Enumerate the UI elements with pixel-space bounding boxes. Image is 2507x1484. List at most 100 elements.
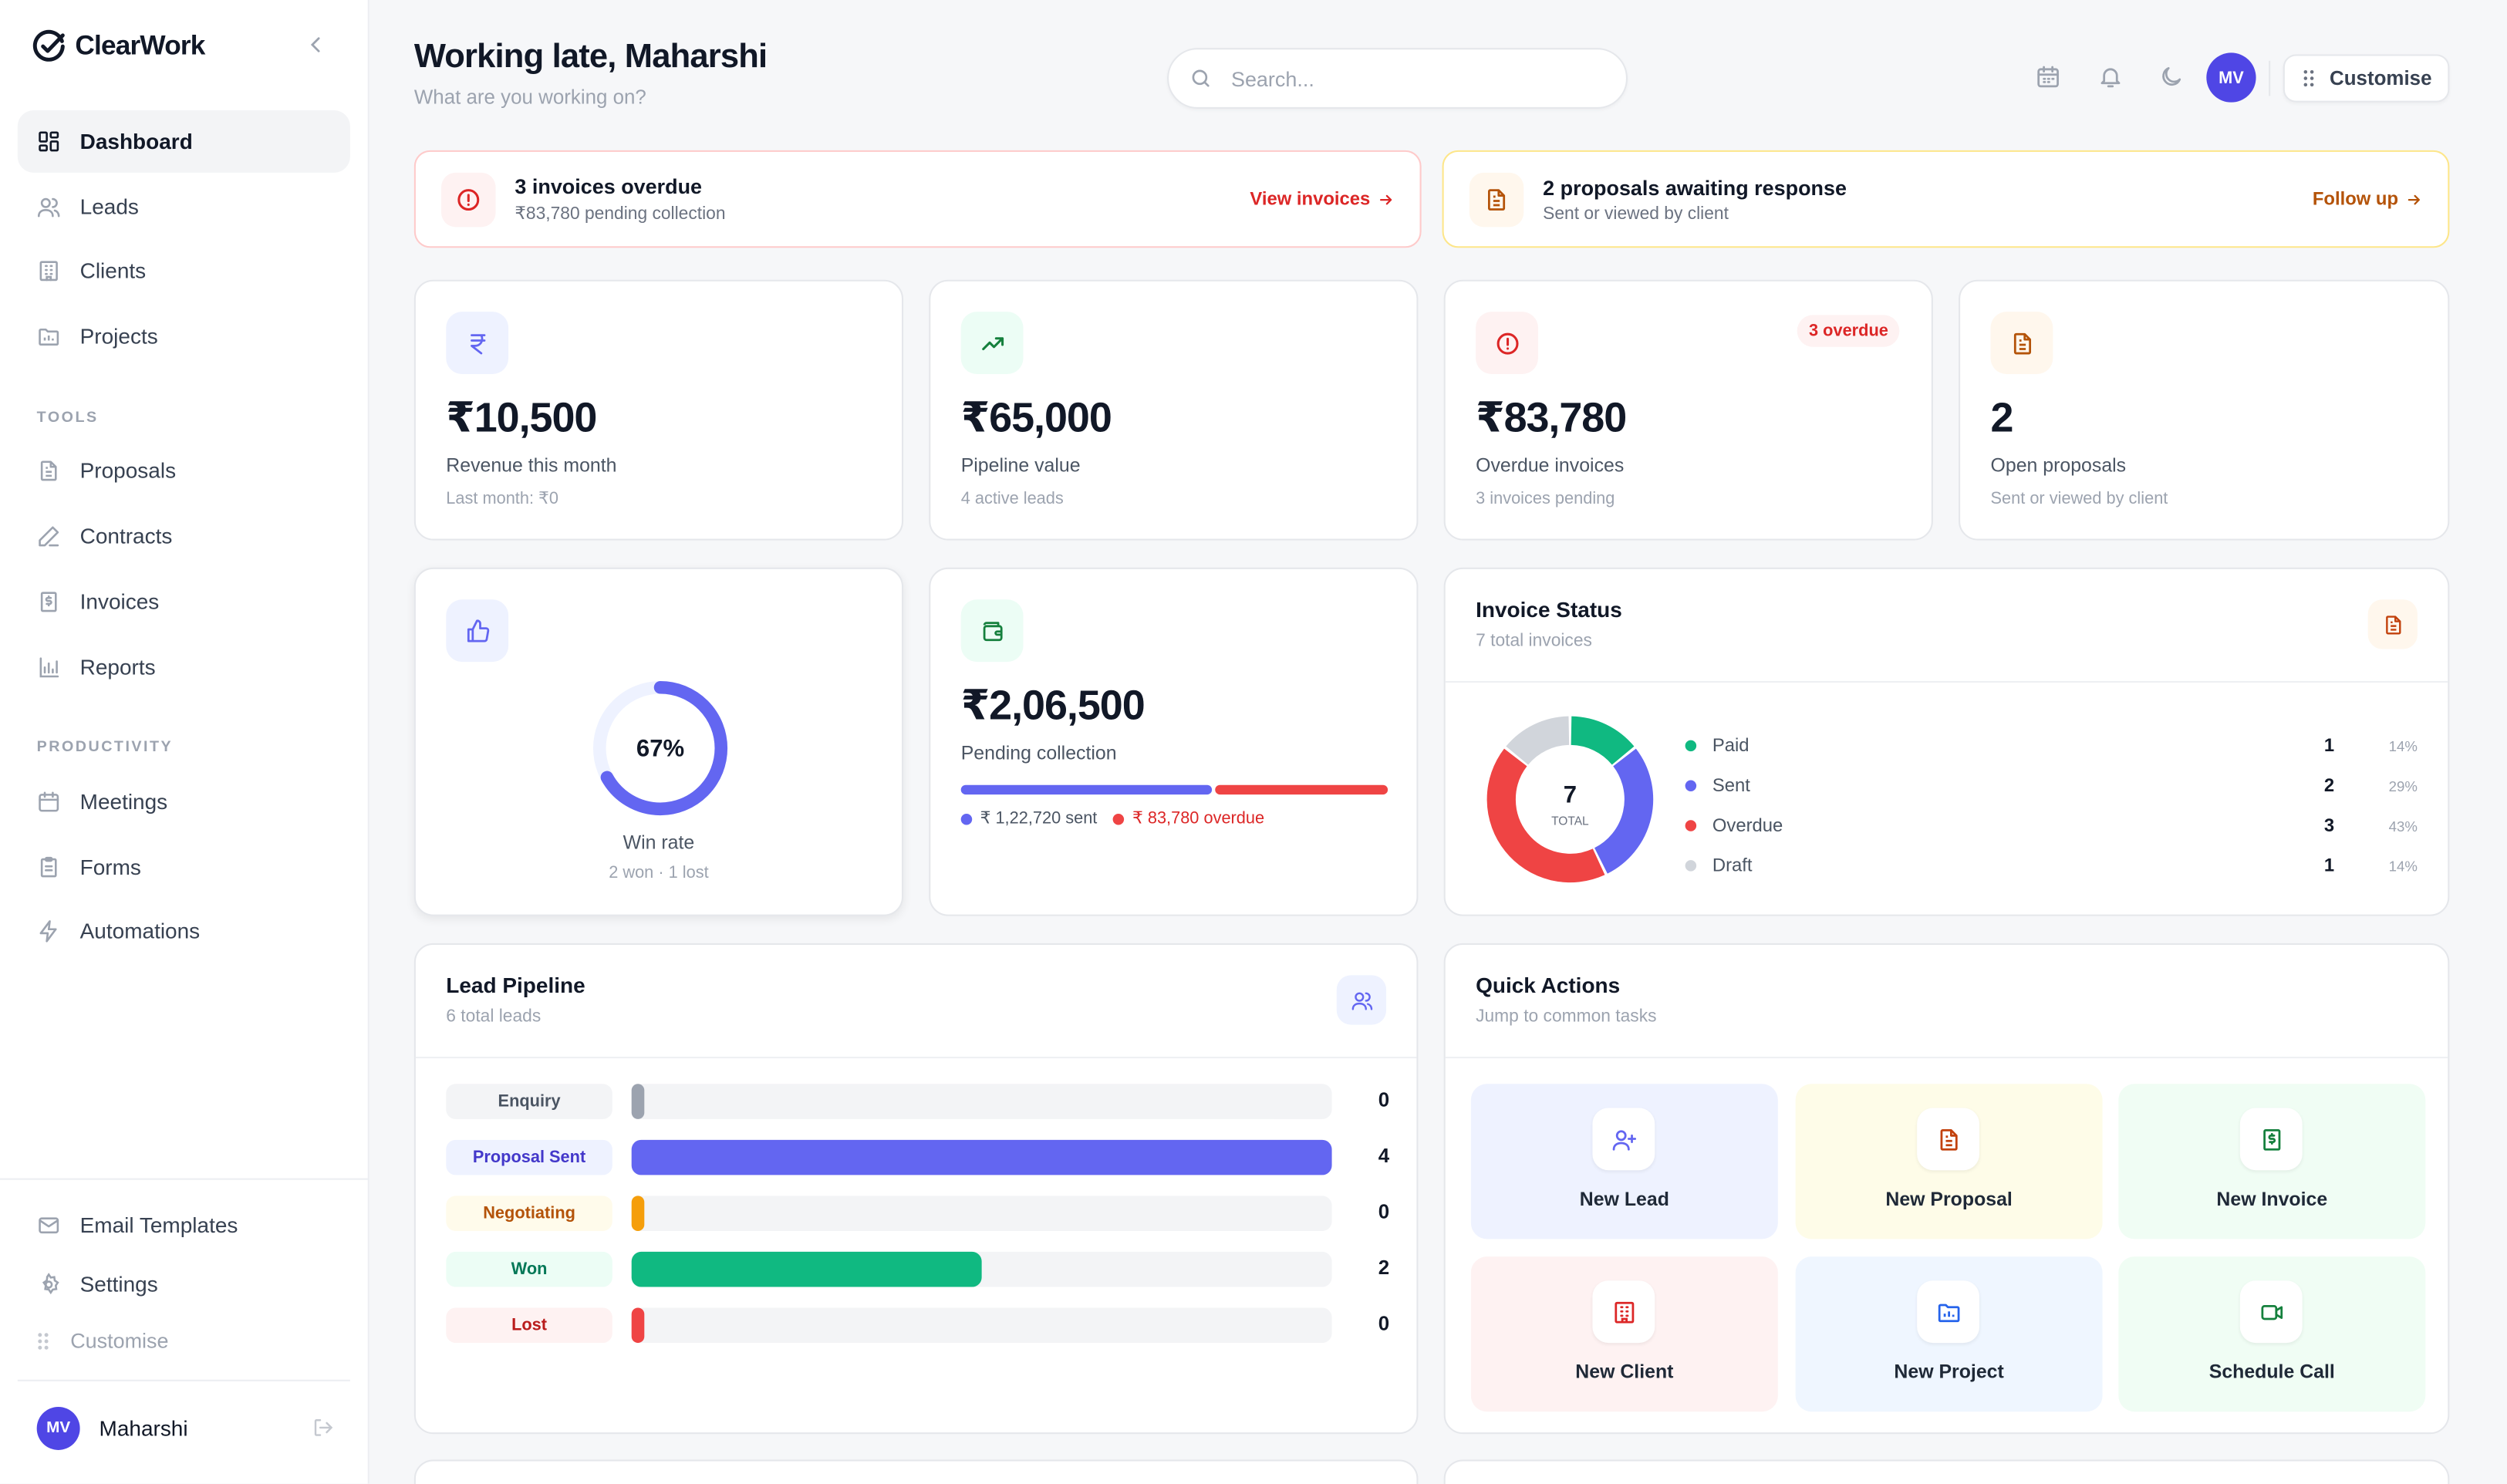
sidebar-item-proposals[interactable]: Proposals — [18, 440, 350, 502]
stage-track — [631, 1084, 1332, 1119]
section-heading-productivity: PRODUCTIVITY — [36, 738, 174, 757]
pipeline-row-won[interactable]: Won 2 — [446, 1251, 1390, 1287]
pending-legend: ₹ 1,22,720 sent ₹ 83,780 overdue — [960, 809, 1264, 828]
brand-name: ClearWork — [75, 30, 205, 61]
new-project-button[interactable]: New Project — [1795, 1256, 2103, 1412]
stage-fill — [631, 1084, 645, 1119]
donut-total: 7 — [1564, 781, 1577, 808]
users-icon — [37, 197, 60, 218]
sidebar-user[interactable]: MV Maharshi — [36, 1406, 341, 1450]
schedule-call-button[interactable]: Schedule Call — [2118, 1256, 2426, 1412]
revenue-card[interactable]: ₹10,500 Revenue this month Last month: ₹… — [413, 279, 904, 541]
pipeline-row-negotiating[interactable]: Negotiating 0 — [446, 1196, 1389, 1231]
donut-slice-draft[interactable] — [1506, 716, 1570, 766]
sidebar-item-reports[interactable]: Reports — [18, 636, 350, 699]
sidebar-item-dashboard[interactable]: Dashboard — [17, 110, 350, 173]
qa-icon-box — [1917, 1108, 1980, 1171]
sidebar-item-projects[interactable]: Projects — [18, 305, 350, 368]
sidebar-item-label: Email Templates — [79, 1213, 238, 1238]
invoice-status-icon-button[interactable] — [2367, 599, 2418, 649]
thumbs-up-icon — [466, 619, 489, 642]
sidebar-item-label: Dashboard — [79, 129, 193, 153]
donut-slice-overdue[interactable] — [1486, 748, 1605, 883]
new-proposal-button[interactable]: New Proposal — [1795, 1084, 2103, 1239]
logout-icon[interactable] — [312, 1416, 334, 1438]
stat-icon-box — [446, 312, 509, 375]
sidebar-customise[interactable]: Customise — [37, 1328, 169, 1353]
brand[interactable]: ClearWork — [32, 27, 205, 66]
legend-dot — [1685, 860, 1697, 872]
sidebar-item-forms[interactable]: Forms — [18, 836, 350, 899]
stat-value: 2 — [1990, 393, 2014, 442]
moon-icon[interactable] — [2158, 64, 2184, 89]
overdue-badge: 3 overdue — [1797, 315, 1900, 347]
pipeline-row-proposal-sent[interactable]: Proposal Sent 4 — [446, 1139, 1389, 1175]
document-icon — [1487, 188, 1506, 210]
section-heading-tools: TOOLS — [36, 409, 99, 427]
stat-label: Open proposals — [1990, 454, 2127, 477]
pipeline-row-lost[interactable]: Lost 0 — [446, 1307, 1389, 1344]
legend-percent: 29% — [2388, 777, 2418, 794]
page-title: Working late, Maharshi — [413, 38, 768, 76]
sidebar-item-contracts[interactable]: Contracts — [18, 505, 350, 568]
card-divider — [1445, 1057, 2448, 1059]
arrow-right-icon — [1379, 194, 1392, 204]
sidebar-item-label: Contracts — [79, 524, 173, 548]
sidebar-item-meetings[interactable]: Meetings — [18, 771, 350, 833]
lead-pipeline-icon-button[interactable] — [1336, 975, 1387, 1025]
new-invoice-button[interactable]: New Invoice — [2118, 1084, 2426, 1239]
sidebar-item-invoices[interactable]: Invoices — [18, 571, 350, 633]
quick-actions-card: Quick Actions Jump to common tasks New L… — [1443, 943, 2450, 1435]
overdue-invoices-card[interactable]: 3 overdue ₹83,780 Overdue invoices 3 inv… — [1443, 279, 1933, 541]
invoice-icon — [40, 592, 57, 612]
win-rate-arc — [592, 680, 728, 816]
collapse-sidebar-icon[interactable] — [304, 32, 329, 57]
stage-track — [631, 1251, 1332, 1287]
sidebar-item-leads[interactable]: Leads — [18, 176, 350, 238]
new-lead-button[interactable]: New Lead — [1470, 1084, 1778, 1239]
donut-slice-sent[interactable] — [1594, 748, 1654, 874]
bell-icon[interactable] — [2097, 64, 2123, 89]
sidebar-divider — [17, 1379, 350, 1381]
alert-link-label: Follow up — [2312, 189, 2399, 209]
stat-icon-box — [446, 599, 509, 663]
view-invoices-link[interactable]: View invoices — [1250, 190, 1394, 208]
alert-circle-icon — [457, 188, 480, 211]
sidebar-item-clients[interactable]: Clients — [18, 240, 350, 302]
win-rate-card[interactable]: 67% Win rate 2 won · 1 lost — [413, 567, 904, 916]
card-subtitle: Jump to common tasks — [1476, 1007, 1657, 1027]
card-title: Lead Pipeline — [446, 973, 585, 998]
legend-dot — [1113, 812, 1125, 825]
search-bar[interactable] — [1167, 48, 1628, 109]
follow-up-link[interactable]: Follow up — [2312, 189, 2422, 209]
arrow-right-icon — [2407, 194, 2420, 204]
sidebar-item-settings[interactable]: Settings — [18, 1253, 350, 1316]
calendar-icon[interactable] — [2036, 64, 2061, 89]
folder-icon — [39, 328, 59, 346]
stat-value: ₹83,780 — [1476, 393, 1627, 442]
legend-percent: 14% — [2388, 858, 2418, 874]
new-client-button[interactable]: New Client — [1470, 1256, 1778, 1412]
users-icon — [1351, 991, 1372, 1010]
customise-button[interactable]: Customise — [2283, 54, 2450, 103]
stage-count: 2 — [1378, 1256, 1390, 1280]
stage-tag: Won — [446, 1251, 612, 1287]
win-rate-donut: 67% — [592, 680, 729, 817]
sidebar-item-automations[interactable]: Automations — [18, 900, 350, 963]
calendar-icon — [39, 791, 59, 812]
open-proposals-card[interactable]: 2 Open proposals Sent or viewed by clien… — [1959, 279, 2450, 541]
sidebar: ClearWork Dashboard Leads Clients Projec… — [0, 0, 369, 1484]
pipeline-row-enquiry[interactable]: Enquiry 0 — [446, 1084, 1389, 1119]
card-title: Invoice Status — [1476, 598, 1622, 622]
header-avatar[interactable]: MV — [2206, 52, 2256, 103]
stat-value: ₹2,06,500 — [960, 680, 1146, 730]
stat-icon-box — [1476, 312, 1538, 375]
grid-icon — [39, 131, 59, 152]
stage-count: 0 — [1378, 1200, 1390, 1223]
sidebar-item-email-templates[interactable]: Email Templates — [18, 1194, 350, 1256]
search-input[interactable] — [1230, 66, 1583, 91]
stage-tag: Negotiating — [446, 1196, 612, 1231]
pipeline-value-card[interactable]: ₹65,000 Pipeline value 4 active leads — [929, 279, 1419, 541]
pending-collection-card[interactable]: ₹2,06,500 Pending collection ₹ 1,22,720 … — [929, 567, 1419, 916]
donut-slice-paid[interactable] — [1570, 716, 1635, 766]
